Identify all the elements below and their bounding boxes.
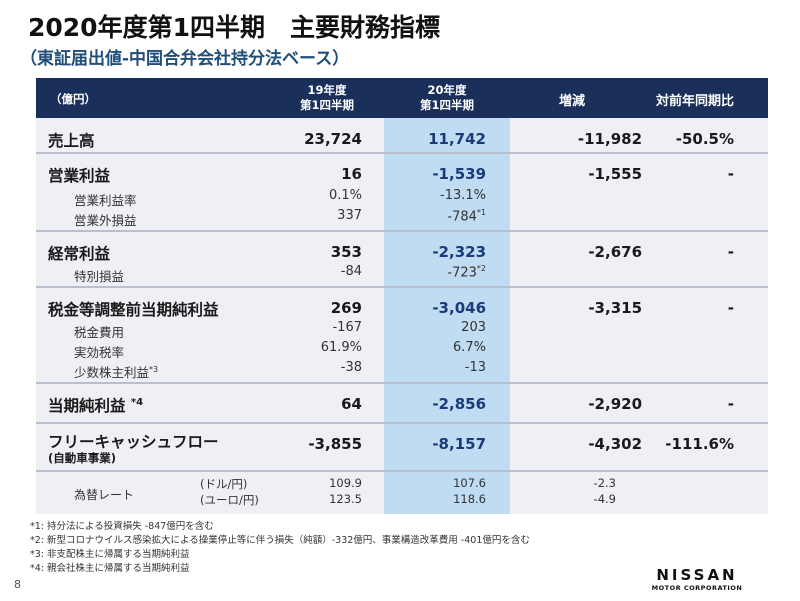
fcf-change: -4,302 bbox=[588, 435, 642, 453]
fx-eur-fy20: 118.6 bbox=[453, 492, 486, 506]
special-label: 特別損益 bbox=[74, 269, 125, 284]
fy20-header-cell bbox=[384, 78, 510, 118]
fcf-yoy: -111.6% bbox=[665, 435, 734, 453]
row-divider bbox=[36, 382, 768, 384]
footnote-4: *4: 親会社株主に帰属する当期純利益 bbox=[30, 563, 190, 574]
page-title: 2020年度第1四半期 主要財務指標 bbox=[28, 13, 440, 42]
page-subtitle: （東証届出値-中国合弁会社持分法ベース） bbox=[20, 49, 350, 69]
footnote-3: *3: 非支配株主に帰属する当期純利益 bbox=[30, 549, 190, 560]
change-header: 増減 bbox=[559, 94, 586, 109]
tax-rate-label: 実効税率 bbox=[74, 345, 125, 360]
row-divider bbox=[36, 422, 768, 424]
footnote-2: *2: 新型コロナウイルス感染拡大による操業停止等に伴う損失（純額）-332億円… bbox=[30, 535, 530, 546]
op-profit-fy20: -1,539 bbox=[432, 165, 486, 183]
fx-label: 為替レート bbox=[74, 488, 135, 502]
ord-profit-label: 経常利益 bbox=[48, 245, 111, 263]
fy19-header: 19年度 第1四半期 bbox=[299, 83, 354, 112]
ord-profit-fy19: 353 bbox=[330, 243, 362, 261]
row-divider bbox=[36, 230, 768, 232]
row-divider bbox=[36, 152, 768, 154]
op-profit-label: 営業利益 bbox=[48, 167, 111, 185]
fx-usd-change: -2.3 bbox=[593, 476, 616, 490]
op-profit-change: -1,555 bbox=[588, 165, 642, 183]
sales-change: -11,982 bbox=[577, 130, 642, 148]
ord-profit-fy20: -2,323 bbox=[432, 243, 486, 261]
net-income-yoy: - bbox=[727, 395, 734, 413]
financial-table: （億円） 19年度 第1四半期 20年度 第1四半期 増減 対前年同期比 売上高 2… bbox=[36, 78, 768, 514]
pretax-fy19: 269 bbox=[330, 299, 362, 317]
row-divider bbox=[36, 286, 768, 288]
tax-label: 税金費用 bbox=[74, 325, 125, 340]
yoy-header: 対前年同期比 bbox=[656, 94, 735, 109]
tax-rate-fy20: 6.7% bbox=[452, 340, 486, 355]
fcf-fy20: -8,157 bbox=[432, 435, 486, 453]
fx-eur-change: -4.9 bbox=[593, 492, 616, 506]
op-margin-label: 営業利益率 bbox=[74, 193, 137, 208]
minority-fy19: -38 bbox=[340, 360, 362, 375]
minority-fy20: -13 bbox=[464, 360, 486, 375]
net-income-fy19: 64 bbox=[341, 395, 362, 413]
fx-usd-label: (ドル/円) bbox=[200, 477, 248, 491]
fcf-label: フリーキャッシュフロー bbox=[48, 433, 219, 451]
page-number: 8 bbox=[14, 578, 21, 591]
footnote-1: *1: 持分法による投資損失 -847億円を含む bbox=[30, 521, 214, 532]
op-margin-fy20: -13.1% bbox=[440, 188, 486, 203]
op-profit-fy19: 16 bbox=[341, 165, 362, 183]
net-income-label: 当期純利益 *4 bbox=[48, 396, 144, 415]
sales-fy20: 11,742 bbox=[428, 130, 486, 148]
tax-fy19: -167 bbox=[332, 320, 362, 335]
pretax-yoy: - bbox=[727, 299, 734, 317]
pretax-change: -3,315 bbox=[588, 299, 642, 317]
minority-label: 少数株主利益*3 bbox=[74, 364, 159, 380]
fy20-header: 20年度 第1四半期 bbox=[419, 83, 474, 112]
fx-usd-fy20: 107.6 bbox=[453, 476, 486, 490]
logo-name: NISSAN bbox=[656, 566, 738, 584]
fx-eur-label: (ユーロ/円) bbox=[200, 493, 259, 507]
non-op-fy20: -784*1 bbox=[447, 208, 486, 225]
ord-profit-change: -2,676 bbox=[588, 243, 642, 261]
sales-label: 売上高 bbox=[48, 132, 95, 150]
op-margin-fy19: 0.1% bbox=[328, 188, 362, 203]
net-income-fy20: -2,856 bbox=[432, 395, 486, 413]
non-op-fy19: 337 bbox=[337, 208, 362, 223]
sales-fy19: 23,724 bbox=[304, 130, 362, 148]
logo-sub: MOTOR CORPORATION bbox=[651, 584, 743, 592]
unit-label: （億円） bbox=[50, 92, 96, 106]
tax-rate-fy19: 61.9% bbox=[320, 340, 362, 355]
sales-yoy: -50.5% bbox=[675, 130, 734, 148]
pretax-fy20: -3,046 bbox=[432, 299, 486, 317]
fx-eur-fy19: 123.5 bbox=[329, 492, 362, 506]
special-fy19: -84 bbox=[340, 264, 362, 279]
ord-profit-yoy: - bbox=[727, 243, 734, 261]
row-divider bbox=[36, 470, 768, 472]
tax-fy20: 203 bbox=[461, 320, 486, 335]
op-profit-yoy: - bbox=[727, 165, 734, 183]
nissan-logo: NISSAN MOTOR CORPORATION bbox=[638, 566, 756, 592]
fcf-sublabel: (自動車事業) bbox=[48, 451, 117, 465]
fcf-fy19: -3,855 bbox=[308, 435, 362, 453]
special-fy20: -723*2 bbox=[447, 264, 486, 281]
net-income-change: -2,920 bbox=[588, 395, 642, 413]
fy20-highlight-column bbox=[384, 118, 510, 514]
pretax-label: 税金等調整前当期純利益 bbox=[48, 301, 219, 319]
fx-usd-fy19: 109.9 bbox=[329, 476, 362, 490]
non-op-label: 営業外損益 bbox=[74, 213, 137, 228]
